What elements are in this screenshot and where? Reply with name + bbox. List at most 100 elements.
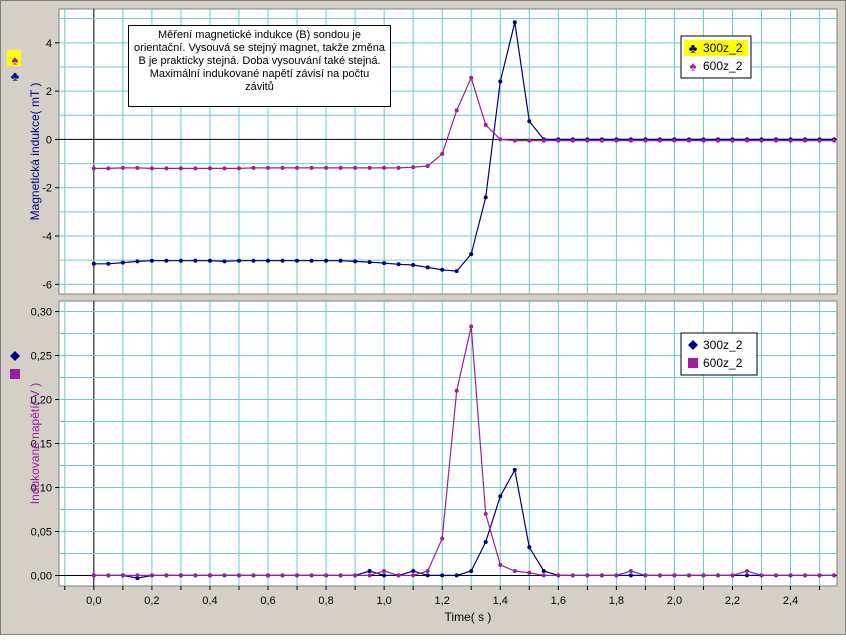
data-point bbox=[628, 138, 633, 143]
data-point bbox=[367, 573, 372, 578]
data-point bbox=[164, 166, 169, 171]
legend-marker-icon: ♠ bbox=[690, 59, 697, 74]
annotation-box: Měření magnetické indukce (B) sondou je … bbox=[128, 25, 391, 107]
data-point bbox=[701, 138, 706, 143]
axis-series-marker-icon: ♠ bbox=[12, 53, 19, 68]
y-tick-label: 4 bbox=[46, 38, 52, 50]
x-tick-label: 2,2 bbox=[725, 595, 740, 607]
data-point bbox=[178, 166, 183, 171]
data-point bbox=[774, 573, 778, 578]
legend-highlight bbox=[684, 40, 748, 56]
data-point bbox=[295, 165, 299, 170]
grid bbox=[59, 301, 837, 586]
data-point bbox=[237, 258, 241, 263]
data-point bbox=[222, 166, 227, 171]
data-point bbox=[832, 138, 837, 143]
data-point bbox=[382, 165, 387, 170]
y-tick-label: 0,10 bbox=[31, 482, 52, 494]
data-point bbox=[541, 569, 546, 573]
x-tick-label: 1,2 bbox=[435, 595, 450, 607]
data-point bbox=[149, 573, 154, 578]
data-point bbox=[469, 252, 474, 257]
data-point bbox=[527, 138, 532, 143]
data-point bbox=[817, 573, 822, 578]
data-point bbox=[208, 166, 212, 171]
data-point bbox=[411, 263, 416, 267]
x-axis-label: Time( s ) bbox=[445, 610, 492, 624]
data-point bbox=[309, 165, 314, 170]
series-line bbox=[93, 326, 835, 577]
data-point bbox=[222, 573, 227, 578]
data-point bbox=[454, 108, 459, 113]
data-point bbox=[178, 573, 183, 578]
data-point bbox=[135, 165, 140, 170]
x-tick-label: 1,0 bbox=[376, 595, 391, 607]
data-point bbox=[745, 573, 749, 578]
data-point bbox=[643, 573, 648, 578]
data-point bbox=[498, 79, 503, 84]
data-point bbox=[454, 388, 459, 393]
data-point bbox=[803, 573, 808, 578]
x-tick-label: 0,8 bbox=[318, 595, 333, 607]
data-point bbox=[440, 151, 445, 156]
axis-series-marker-icon bbox=[10, 369, 20, 379]
y-tick-label: -4 bbox=[42, 231, 52, 243]
data-point bbox=[556, 573, 561, 578]
data-point bbox=[91, 261, 96, 266]
data-point bbox=[353, 259, 358, 264]
x-tick-label: 0,4 bbox=[202, 595, 217, 607]
legend-entry-label: 600z_2 bbox=[703, 59, 743, 73]
data-point bbox=[657, 138, 662, 143]
data-point bbox=[338, 165, 343, 170]
data-point bbox=[686, 573, 691, 578]
data-point bbox=[208, 573, 212, 578]
data-point bbox=[178, 258, 183, 263]
data-point bbox=[556, 138, 561, 143]
data-point bbox=[469, 324, 474, 329]
data-point bbox=[425, 569, 430, 573]
data-point bbox=[716, 573, 720, 578]
data-point bbox=[280, 258, 285, 263]
axis-series-marker-icon bbox=[10, 351, 20, 361]
y-tick-label: 0,25 bbox=[31, 351, 52, 363]
data-point bbox=[324, 165, 329, 170]
data-point bbox=[324, 573, 329, 578]
data-point bbox=[396, 262, 401, 267]
data-point bbox=[541, 138, 546, 143]
data-point bbox=[440, 267, 445, 272]
data-point bbox=[832, 573, 837, 578]
data-point bbox=[222, 259, 227, 264]
x-tick-label: 0,6 bbox=[260, 595, 275, 607]
y-axis-label: Indukované napětí( V ) bbox=[28, 383, 42, 504]
data-point bbox=[585, 573, 590, 578]
x-tick-label: 2,0 bbox=[667, 595, 682, 607]
series-line bbox=[93, 76, 835, 169]
data-point bbox=[483, 511, 488, 516]
data-point bbox=[208, 258, 212, 263]
data-point bbox=[628, 573, 633, 578]
y-tick-label: 0,00 bbox=[31, 570, 52, 582]
data-point bbox=[469, 75, 474, 80]
data-point bbox=[512, 20, 517, 25]
data-point bbox=[295, 573, 299, 578]
data-point bbox=[164, 573, 169, 578]
data-point bbox=[425, 265, 430, 270]
y-tick-label: -6 bbox=[42, 279, 52, 291]
data-point bbox=[367, 569, 372, 573]
data-point bbox=[788, 138, 793, 143]
data-point bbox=[614, 573, 619, 578]
data-point bbox=[454, 573, 459, 578]
data-point bbox=[382, 261, 387, 266]
data-point bbox=[164, 258, 169, 263]
data-point bbox=[730, 573, 735, 578]
data-point bbox=[106, 166, 111, 171]
data-point bbox=[149, 166, 154, 171]
axis-marker-highlight bbox=[7, 50, 21, 66]
data-point bbox=[396, 573, 401, 578]
data-point bbox=[570, 573, 575, 578]
data-point bbox=[774, 138, 778, 143]
data-point bbox=[309, 573, 314, 578]
data-point bbox=[541, 573, 546, 578]
